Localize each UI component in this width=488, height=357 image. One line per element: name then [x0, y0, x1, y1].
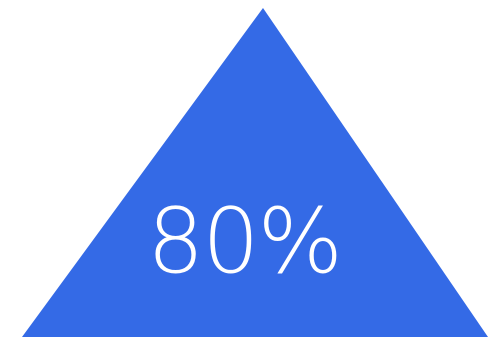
percentage-label: 80% [146, 189, 343, 294]
